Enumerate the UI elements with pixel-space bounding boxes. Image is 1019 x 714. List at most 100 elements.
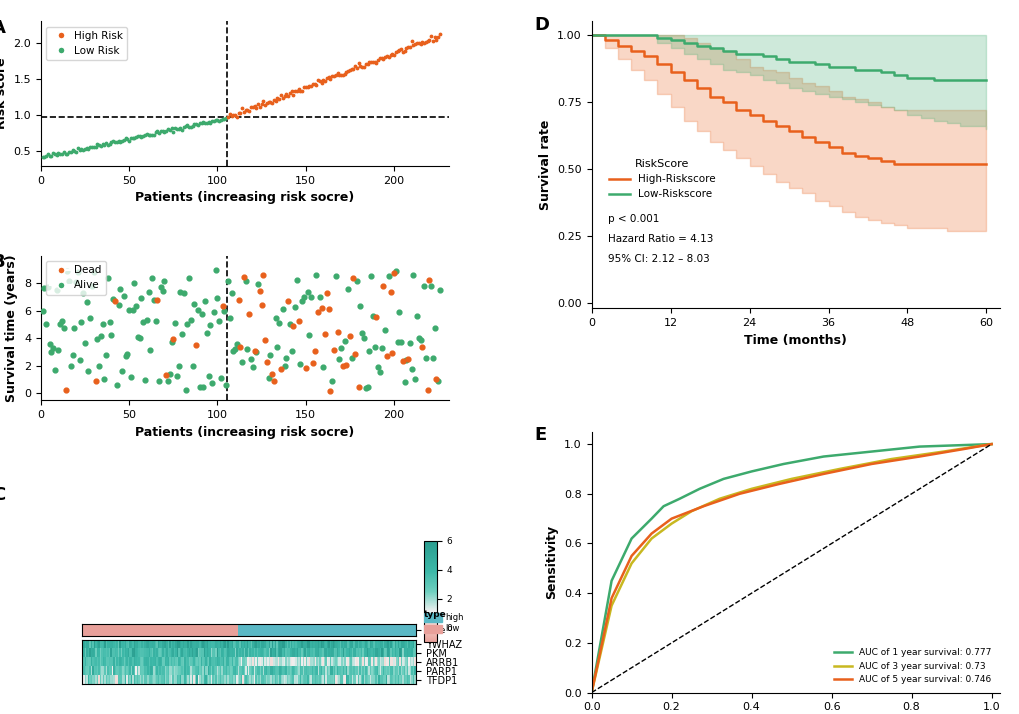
Alive (216, 305, 232, 316)
Dead (259, 356, 275, 368)
Legend: High-Riskscore, Low-Riskscore: High-Riskscore, Low-Riskscore (604, 155, 719, 203)
High Risk (245, 101, 261, 113)
Alive (237, 275, 254, 286)
Low Risk (211, 116, 227, 127)
High Risk (359, 59, 375, 70)
High Risk (255, 95, 271, 106)
Low Risk (89, 138, 105, 149)
Low Risk (199, 117, 215, 129)
Dead (414, 341, 430, 352)
Dead (298, 362, 314, 373)
Alive (95, 318, 111, 330)
Alive (366, 341, 382, 353)
Low Risk (107, 136, 123, 147)
Alive (377, 324, 393, 336)
Alive (172, 287, 189, 298)
Low Risk (190, 119, 206, 131)
High-Riskscore (861, 154, 873, 163)
Alive (387, 266, 404, 277)
Low-Riskscore (914, 74, 926, 82)
AUC of 3 year survival: 0.73: (0.75, 0.94): 0.73: (0.75, 0.94) (884, 455, 897, 463)
AUC of 1 year survival: 0.777: (0.18, 0.75): 0.777: (0.18, 0.75) (657, 502, 669, 511)
Low Risk (167, 123, 183, 134)
Low-Riskscore (585, 31, 597, 39)
Low Risk (69, 142, 86, 154)
Alive (206, 306, 222, 317)
Alive (352, 300, 368, 311)
High Risk (293, 85, 310, 96)
Alive (228, 338, 245, 350)
Low-Riskscore (926, 76, 938, 85)
AUC of 5 year survival: 0.746: (0.47, 0.84): 0.746: (0.47, 0.84) (772, 480, 785, 488)
Alive (62, 360, 78, 371)
Dead (322, 386, 338, 397)
Line: AUC of 1 year survival: 0.777: AUC of 1 year survival: 0.777 (591, 444, 990, 693)
High Risk (380, 51, 396, 63)
Dead (285, 320, 302, 331)
High Risk (267, 95, 283, 106)
High Risk (252, 101, 268, 113)
Low Risk (40, 149, 56, 160)
High Risk (354, 61, 370, 73)
Dead (419, 384, 435, 396)
Low Risk (135, 131, 151, 142)
Text: type: type (424, 610, 446, 620)
Alive (103, 330, 119, 341)
Alive (271, 317, 287, 328)
Dead (341, 331, 358, 342)
Alive (146, 294, 162, 306)
Alive (137, 375, 153, 386)
AUC of 1 year survival: 0.777: (0.58, 0.95): 0.777: (0.58, 0.95) (816, 452, 828, 461)
High Risk (365, 56, 381, 68)
Alive (274, 303, 290, 315)
Low-Riskscore (638, 31, 650, 39)
AUC of 5 year survival: 0.746: (0.2, 0.7): 0.746: (0.2, 0.7) (664, 514, 677, 523)
High-Riskscore (756, 116, 768, 125)
High Risk (423, 30, 439, 41)
Alive (354, 327, 370, 338)
High Risk (370, 54, 386, 66)
Alive (331, 353, 347, 365)
High-Riskscore (914, 159, 926, 168)
Alive (69, 266, 86, 277)
High Risk (248, 102, 264, 114)
Alive (405, 270, 421, 281)
Alive (78, 296, 95, 308)
AUC of 1 year survival: 0.777: (0, 0): 0.777: (0, 0) (585, 688, 597, 697)
Alive (220, 276, 236, 287)
AUC of 1 year survival: 0.777: (0.22, 0.78): 0.777: (0.22, 0.78) (673, 495, 685, 503)
Alive (407, 373, 423, 385)
Low Risk (160, 124, 176, 135)
Low Risk (182, 121, 199, 132)
AUC of 5 year survival: 0.746: (0.37, 0.8): 0.746: (0.37, 0.8) (733, 490, 745, 498)
High Risk (341, 64, 358, 76)
Low Risk (156, 126, 172, 138)
High Risk (296, 82, 312, 94)
Alive (303, 291, 319, 302)
Alive (36, 283, 52, 294)
AUC of 5 year survival: 0.746: (0.1, 0.55): 0.746: (0.1, 0.55) (625, 552, 637, 560)
Alive (391, 306, 408, 318)
High Risk (259, 98, 275, 109)
High Risk (325, 71, 341, 82)
High Risk (283, 86, 300, 97)
Alive (292, 358, 309, 369)
Dead (310, 306, 326, 317)
Low Risk (186, 119, 203, 130)
Alive (153, 281, 169, 292)
High-Riskscore (730, 106, 742, 114)
Low-Riskscore (979, 76, 991, 85)
Text: high: high (445, 613, 464, 622)
Alive (370, 361, 386, 373)
AUC of 3 year survival: 0.73: (0.4, 0.82): 0.73: (0.4, 0.82) (745, 485, 757, 493)
Text: low: low (445, 624, 460, 633)
High Risk (308, 79, 324, 90)
High Risk (271, 94, 287, 105)
High Risk (389, 46, 406, 57)
Low-Riskscore (625, 31, 637, 39)
High Risk (286, 86, 303, 97)
Low-Riskscore (769, 55, 782, 64)
Low Risk (165, 126, 181, 138)
Alive (133, 292, 150, 303)
Bar (424, 625, 442, 633)
